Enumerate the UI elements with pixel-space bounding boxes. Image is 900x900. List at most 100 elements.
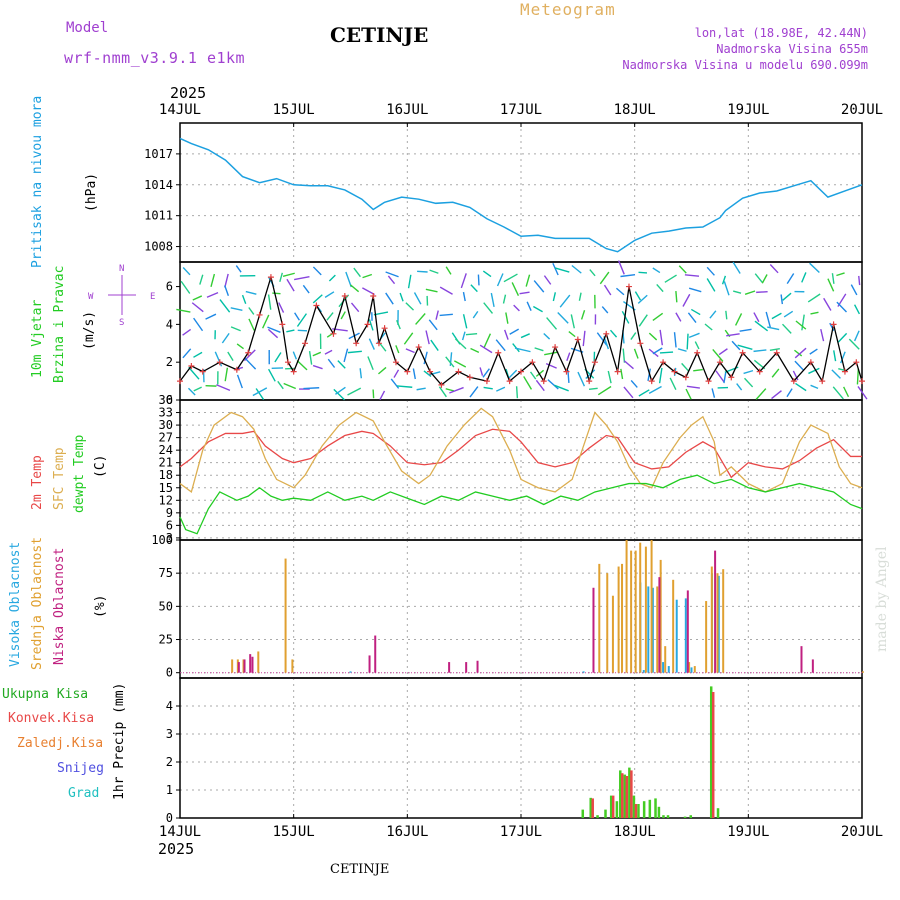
wind-arrow — [267, 328, 279, 339]
wind-arrow — [794, 360, 805, 372]
wind-arrow — [771, 368, 780, 378]
wind-arrow — [278, 302, 285, 313]
precip-total-bar — [657, 806, 661, 818]
cloud-ytick-label: 100 — [151, 533, 173, 547]
cloud-ytick-label: 0 — [166, 666, 173, 680]
wind-arrow — [554, 384, 569, 392]
temp-unit: (C) — [93, 454, 108, 478]
wind-label-2: Brzina i Pravac — [52, 265, 67, 383]
wind-arrow — [675, 312, 682, 322]
xtick-label-bottom: 16JUL — [386, 824, 428, 840]
cloud-mid-bar — [650, 540, 653, 673]
precip-total-bar — [596, 815, 599, 818]
wind-speed-marker — [716, 359, 723, 366]
wind-arrow — [472, 310, 479, 319]
precip-total-bar — [648, 799, 652, 818]
cloud-mid-bar — [672, 579, 675, 673]
wind-speed-marker — [625, 283, 632, 290]
wind-arrow — [544, 351, 559, 356]
wind-arrow — [282, 272, 295, 278]
wind-arrow — [445, 266, 452, 275]
xtick-label-top: 14JUL — [159, 102, 201, 118]
cloud-mid-bar — [630, 550, 633, 673]
wind-arrow — [543, 275, 552, 285]
wind-arrow — [511, 282, 520, 296]
compass-s: S — [119, 318, 124, 328]
wind-speed-marker — [648, 378, 655, 385]
cloud-low-bar — [714, 550, 717, 673]
wind-arrow — [483, 386, 493, 390]
xtick-label-top: 15JUL — [273, 102, 315, 118]
wind-arrow — [782, 292, 792, 301]
wind-arrow — [786, 388, 793, 398]
wind-arrow — [454, 360, 467, 368]
cloud-low-bar — [800, 646, 803, 673]
wind-arrow — [430, 339, 439, 351]
wind-arrow — [413, 292, 422, 305]
wind-speed-marker — [302, 340, 309, 347]
wind-arrow — [709, 310, 717, 319]
wind-speed-marker — [728, 374, 735, 381]
wind-arrow — [206, 291, 219, 298]
wind-arrow — [677, 348, 687, 352]
wind-arrow — [439, 313, 453, 317]
wind-arrow — [585, 369, 596, 380]
cloud-low-bar — [592, 587, 595, 673]
wind-arrow — [312, 294, 323, 304]
wind-speed-marker — [341, 293, 348, 300]
wind-arrow — [416, 387, 426, 391]
wind-arrow — [623, 360, 634, 370]
wind-arrow — [335, 386, 346, 395]
wind-speed-marker — [853, 359, 860, 366]
wind-arrow — [638, 314, 648, 327]
wind-arrow — [412, 368, 416, 380]
wind-arrow — [737, 344, 753, 351]
wind-arrow — [721, 275, 727, 285]
precip-total-bar — [623, 774, 627, 818]
wind-arrow — [823, 297, 832, 311]
precip-label-total: Ukupna Kisa — [2, 687, 89, 702]
wind-arrow — [279, 272, 284, 282]
wind-arrow — [554, 267, 570, 273]
wind-speed-marker — [671, 368, 678, 375]
wind-arrow — [781, 323, 792, 334]
cloud-high-bar — [642, 670, 645, 673]
precip-total-bar — [615, 801, 619, 818]
wind-arrow — [405, 302, 415, 311]
wind-arrow — [235, 265, 242, 273]
wind-arrow — [362, 287, 375, 296]
pressure-ytick-label: 1014 — [144, 178, 173, 192]
precip-total-bar — [628, 767, 631, 818]
temp-label-2m: 2m Temp — [30, 455, 45, 510]
cloud-low-bar — [476, 660, 479, 673]
wind-arrow — [533, 280, 545, 293]
precip-label-snow: Snijeg — [57, 761, 104, 776]
temp-ytick-label: 12 — [159, 493, 173, 507]
wind-arrow — [686, 333, 689, 350]
cloud-low-bar — [251, 656, 254, 673]
wind-speed-marker — [290, 368, 297, 375]
cloud-high-bar — [667, 666, 670, 673]
wind-arrow — [503, 273, 518, 283]
wind-arrow — [682, 293, 691, 307]
wind-arrow — [603, 284, 612, 296]
cloud-high-bar — [690, 667, 693, 673]
cloud-low-bar — [465, 662, 468, 673]
wind-speed-marker — [552, 344, 559, 351]
wind-arrow — [633, 348, 639, 359]
wind-arrow — [744, 377, 754, 388]
precip-ytick-label: 4 — [166, 699, 173, 713]
wind-speed-marker — [381, 325, 388, 332]
elevation-info: Nadmorska Visina 655m — [716, 42, 868, 56]
xtick-label-top: 19JUL — [727, 102, 769, 118]
wind-arrow — [312, 266, 322, 276]
cloud-low-bar — [243, 659, 246, 673]
wind-arrow — [496, 386, 506, 392]
cloud-label-high: Visoka Oblacnost — [8, 541, 23, 667]
wind-arrow — [267, 326, 281, 333]
wind-arrow — [191, 302, 204, 313]
wind-arrow — [831, 273, 835, 284]
cloud-mid-bar — [634, 550, 637, 673]
wind-arrow — [236, 374, 243, 389]
wind-arrow — [296, 360, 308, 371]
